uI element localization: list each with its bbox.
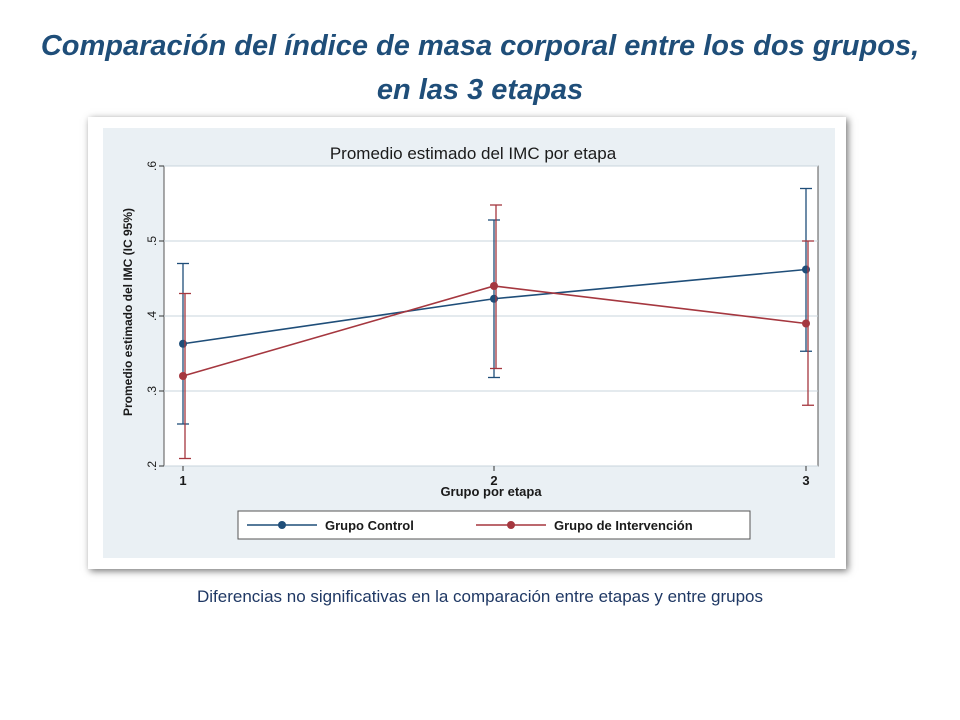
data-point <box>179 339 187 348</box>
legend-label: Grupo Control <box>325 518 414 533</box>
data-point <box>179 372 187 380</box>
y-tick-label: .4 <box>145 311 159 321</box>
y-tick-label: .3 <box>145 386 159 396</box>
data-point <box>490 282 498 290</box>
legend-marker <box>278 521 286 529</box>
axes: .2 .3 .4 .5 .6 1 2 3 <box>145 161 810 488</box>
x-tick-label: 2 <box>490 473 497 488</box>
y-axis-title: Promedio estimado del IMC (IC 95%) <box>121 208 135 416</box>
legend-label: Grupo de Intervención <box>554 518 693 533</box>
legend-marker <box>507 521 515 529</box>
data-point <box>490 294 498 303</box>
gridlines <box>164 165 818 467</box>
y-tick-label: .5 <box>145 236 159 246</box>
y-tick-label: .6 <box>145 161 159 171</box>
slide-title: Comparación del índice de masa corporal … <box>40 30 920 106</box>
x-axis-title: Grupo por etapa <box>440 484 542 499</box>
slide-caption: Diferencias no significativas en la comp… <box>196 587 764 606</box>
data-point <box>802 319 810 328</box>
legend: Grupo Control Grupo de Intervención <box>247 518 693 533</box>
y-tick-label: .2 <box>145 461 159 471</box>
x-tick-label: 3 <box>802 473 809 488</box>
series-layer <box>177 187 814 460</box>
x-tick-label: 1 <box>179 473 186 488</box>
data-point <box>802 265 810 274</box>
chart-title: Promedio estimado del IMC por etapa <box>330 144 617 163</box>
